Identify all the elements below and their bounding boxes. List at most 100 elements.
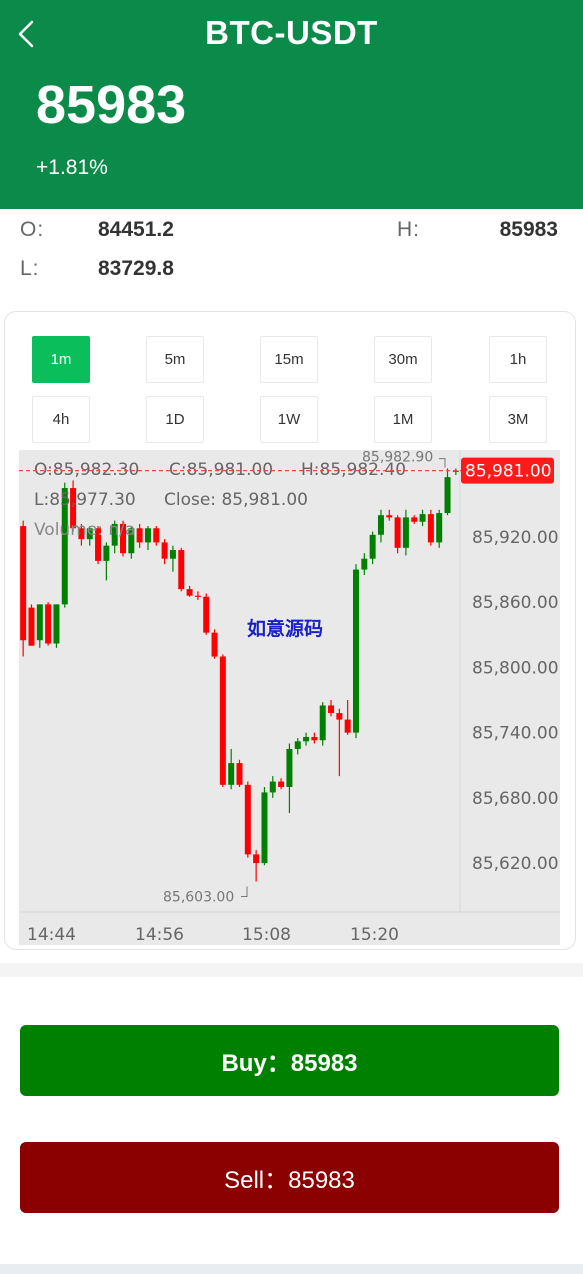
- bottom-bar: [0, 1264, 583, 1274]
- candle-body: [45, 604, 52, 644]
- high-label: H:: [397, 218, 420, 241]
- candle-body: [78, 528, 85, 540]
- candle-body: [169, 550, 176, 559]
- candle-body: [111, 523, 118, 546]
- chart-background: [19, 450, 560, 945]
- kline-chart[interactable]: O:85,982.30 C:85,981.00 H:85,982.40 L:85,97…: [19, 450, 560, 945]
- candle-body: [452, 470, 459, 472]
- candle-body: [386, 515, 393, 518]
- candle-body: [261, 792, 268, 864]
- candle-body: [436, 513, 443, 543]
- y-axis-tick: 85,620.00: [472, 854, 559, 874]
- y-axis-tick: 85,860.00: [472, 593, 559, 613]
- open-label: O:: [20, 218, 45, 241]
- watermark-text: 如意源码: [247, 617, 323, 640]
- x-axis-tick: 14:56: [135, 925, 184, 945]
- high-value: 85983: [499, 218, 558, 241]
- candle-body: [311, 736, 318, 741]
- header-bar: BTC-USDT 85983 +1.81%: [0, 0, 583, 209]
- candle-body: [219, 656, 226, 785]
- candle-body: [61, 488, 68, 605]
- candle-body: [144, 528, 151, 543]
- candle-body: [328, 705, 335, 714]
- candle-body: [286, 748, 293, 787]
- y-axis-tick: 85,800.00: [472, 658, 559, 678]
- legend-volume: Volume: n/a: [34, 520, 135, 540]
- candle-body: [70, 488, 77, 529]
- x-axis-tick: 15:08: [242, 925, 291, 945]
- stats-row-2: L: 83729.8: [0, 257, 583, 293]
- candle-body: [136, 528, 143, 543]
- candle-body: [228, 763, 235, 785]
- last-price-tag: [461, 457, 554, 484]
- candle-body: [269, 781, 276, 793]
- low-value: 83729.8: [98, 257, 174, 280]
- low-marker-arrow: [241, 886, 248, 898]
- open-value: 84451.2: [98, 218, 174, 241]
- candle-body: [244, 784, 251, 855]
- current-price: 85983: [36, 75, 187, 135]
- timeframe-tab-1w[interactable]: 1W: [260, 396, 318, 443]
- timeframe-tab-5m[interactable]: 5m: [146, 336, 204, 383]
- candle-body: [95, 528, 102, 561]
- candle-body: [344, 719, 351, 733]
- candle-body: [153, 528, 160, 543]
- candle-body: [402, 517, 409, 548]
- candle-body: [303, 736, 310, 742]
- timeframe-tab-1m[interactable]: 1M: [374, 396, 432, 443]
- section-divider: [0, 963, 583, 977]
- candle-body: [294, 741, 301, 749]
- chevron-left-icon: [18, 20, 34, 48]
- candle-body: [53, 604, 60, 644]
- stats-row-1: O: 84451.2 H: 85983: [0, 218, 583, 254]
- candle-body: [20, 526, 27, 641]
- legend-high: H:85,982.40: [301, 460, 406, 480]
- candle-body: [278, 781, 285, 787]
- candle-body: [86, 528, 93, 540]
- timeframe-tab-15m[interactable]: 15m: [260, 336, 318, 383]
- candle-body: [253, 854, 260, 864]
- last-price-label: 85,981.00: [465, 462, 552, 482]
- candle-body: [128, 528, 135, 554]
- candle-body: [361, 558, 368, 570]
- candle-body: [352, 569, 359, 733]
- timeframe-tab-1d[interactable]: 1D: [146, 396, 204, 443]
- back-button[interactable]: [14, 18, 44, 50]
- timeframe-tab-4h[interactable]: 4h: [32, 396, 90, 443]
- high-marker-label: 85,982.90: [362, 450, 433, 466]
- timeframe-tab-30m[interactable]: 30m: [374, 336, 432, 383]
- candle-body: [319, 705, 326, 741]
- candle-body: [211, 632, 218, 657]
- high-marker-arrow: [439, 458, 446, 468]
- timeframe-tab-3m[interactable]: 3M: [489, 396, 547, 443]
- legend-low: L:85,977.30: [34, 490, 136, 510]
- candle-body: [444, 477, 451, 514]
- candle-body: [203, 596, 210, 633]
- legend-open: O:85,982.30: [34, 460, 139, 480]
- buy-button[interactable]: Buy：85983: [20, 1025, 559, 1096]
- candlestick-chart: O:85,982.30 C:85,981.00 H:85,982.40 L:85,97…: [19, 450, 560, 945]
- timeframe-tab-1h[interactable]: 1h: [489, 336, 547, 383]
- low-label: L:: [20, 257, 40, 280]
- candle-body: [178, 550, 185, 590]
- candle-body: [394, 517, 401, 548]
- legend-close-full: Close: 85,981.00: [164, 490, 308, 510]
- candle-body: [120, 523, 127, 554]
- candle-body: [186, 589, 193, 596]
- candle-body: [194, 595, 201, 597]
- candle-body: [419, 514, 426, 522]
- x-axis-tick: 14:44: [27, 925, 76, 945]
- x-axis-tick: 15:20: [350, 925, 399, 945]
- y-axis-tick: 85,920.00: [472, 528, 559, 548]
- sell-button[interactable]: Sell：85983: [20, 1142, 559, 1213]
- y-axis-tick: 85,680.00: [472, 789, 559, 809]
- candle-body: [161, 542, 168, 559]
- page-title: BTC-USDT: [205, 14, 378, 51]
- legend-close: C:85,981.00: [169, 460, 273, 480]
- y-axis-tick: 85,740.00: [472, 724, 559, 744]
- timeframe-tab-1m[interactable]: 1m: [32, 336, 90, 383]
- candle-body: [336, 713, 343, 720]
- candle-body: [28, 607, 35, 646]
- low-marker-label: 85,603.00: [163, 890, 234, 906]
- candle-body: [377, 515, 384, 535]
